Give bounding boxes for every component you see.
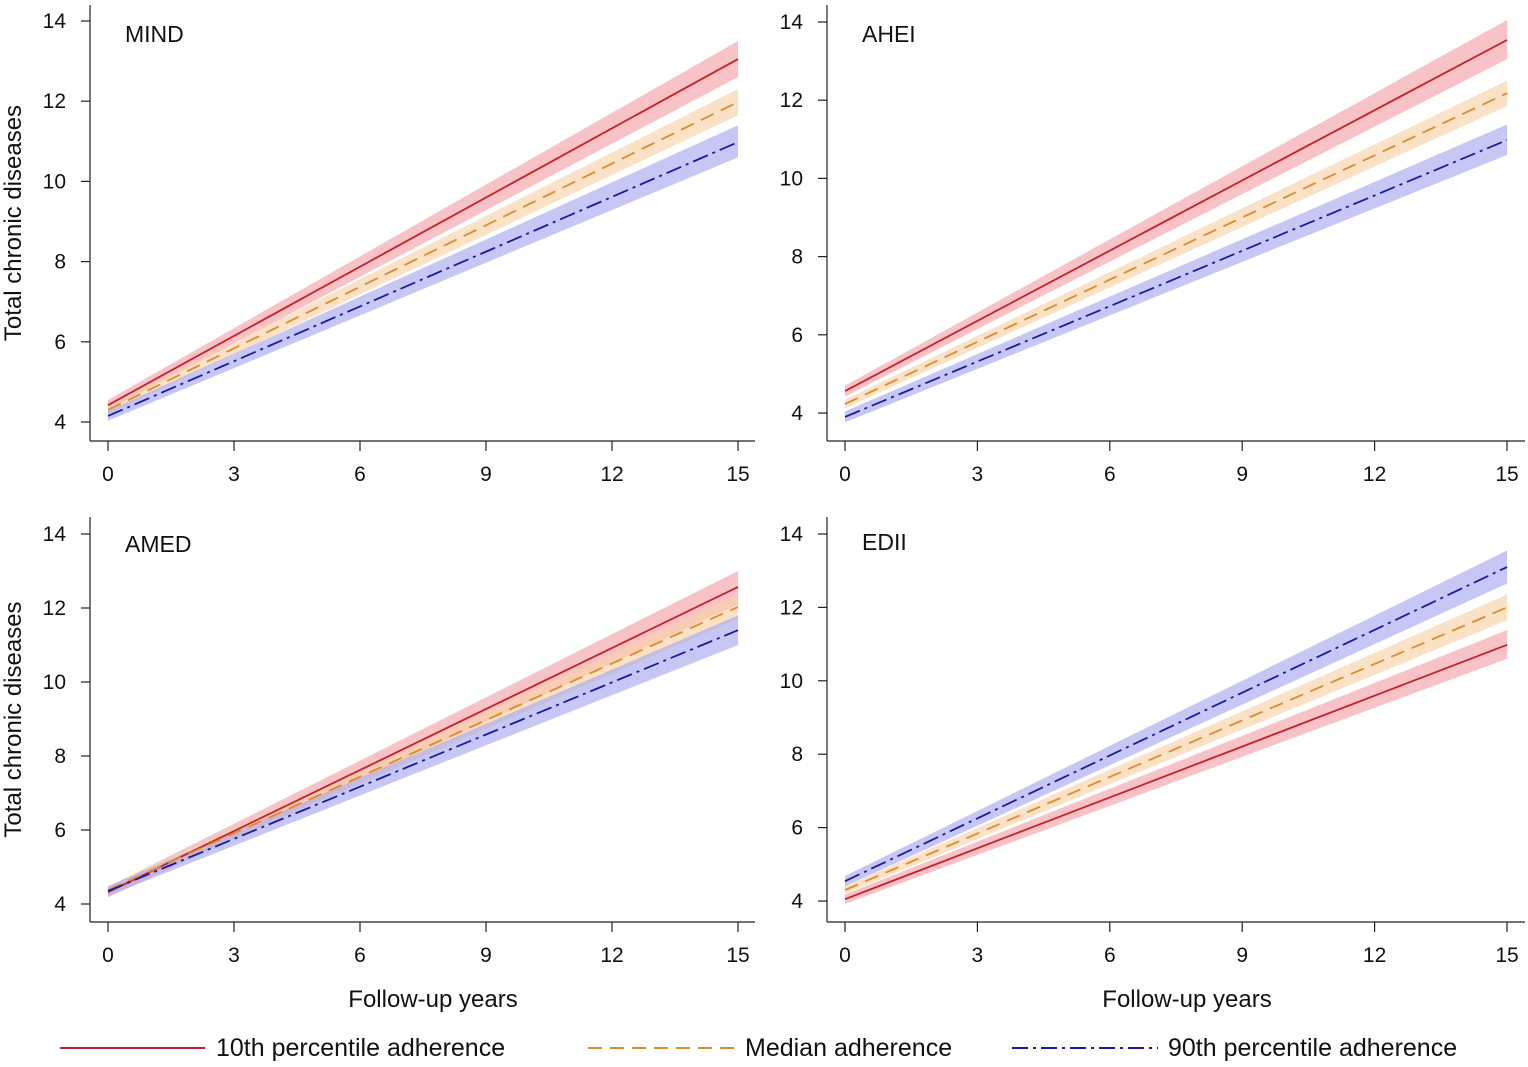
y-tick-label: 10: [43, 170, 66, 193]
series-line: [844, 139, 1508, 418]
panel-title: AHEI: [862, 21, 916, 47]
x-tick-label: 12: [600, 944, 623, 967]
x-tick-label: 0: [839, 463, 851, 486]
legend: 10th percentile adherence Median adherenc…: [60, 1034, 1457, 1062]
y-tick-label: 12: [780, 89, 803, 112]
legend-label: 10th percentile adherence: [216, 1034, 505, 1062]
legend-label: 90th percentile adherence: [1168, 1034, 1457, 1062]
y-tick-label: 6: [791, 324, 803, 347]
y-tick-label: 6: [54, 331, 66, 354]
ci-band: [108, 41, 738, 410]
y-tick-label: 4: [791, 890, 803, 913]
y-tick-label: 12: [43, 597, 66, 620]
y-tick-label: 12: [780, 596, 803, 619]
series-line: [844, 39, 1508, 392]
x-tick-label: 12: [1363, 463, 1386, 486]
x-tick-label: 9: [1236, 463, 1248, 486]
y-tick-label: 12: [43, 90, 66, 113]
ci-band: [845, 630, 1507, 904]
y-tick-label: 4: [54, 411, 66, 434]
x-tick-label: 12: [600, 463, 623, 486]
ci-band: [845, 20, 1507, 397]
y-tick-label: 10: [43, 671, 66, 694]
x-tick-label: 0: [839, 944, 851, 967]
y-tick-label: 8: [54, 745, 66, 768]
ci-band: [108, 615, 738, 896]
y-axis-label: Total chronic diseases: [0, 601, 27, 837]
panel-ahei: 4 6 8 10 12 14 0 3 6 9 12 15 AHEI: [780, 5, 1525, 486]
series-line: [844, 606, 1508, 891]
series-line: [844, 92, 1508, 405]
x-tick-label: 3: [228, 944, 240, 967]
series-line: [107, 58, 739, 406]
legend-label: Median adherence: [745, 1034, 952, 1062]
y-tick-label: 8: [54, 251, 66, 274]
x-tick-label: 15: [726, 944, 749, 967]
x-tick-label: 15: [1495, 463, 1518, 486]
y-tick-label: 14: [43, 523, 67, 546]
ci-band: [845, 124, 1507, 423]
panel-title: AMED: [125, 531, 191, 557]
x-tick-label: 6: [1104, 944, 1116, 967]
panel-amed: 4 6 8 10 12 14 0 3 6 9 12 15 AMED Total chronic disea…: [0, 517, 755, 1013]
panel-edii: 4 6 8 10 12 14 0 3 6 9 12 15 EDII Follow-up years: [780, 517, 1525, 1013]
panel-title: MIND: [125, 21, 184, 47]
ci-band: [108, 89, 738, 414]
ci-band: [845, 80, 1507, 409]
x-tick-label: 6: [1104, 463, 1116, 486]
x-tick-label: 3: [972, 463, 984, 486]
y-tick-label: 6: [791, 817, 803, 840]
series-line: [107, 606, 739, 891]
series-line: [107, 629, 739, 892]
x-tick-label: 12: [1363, 944, 1386, 967]
x-tick-label: 6: [354, 944, 366, 967]
x-tick-label: 15: [726, 463, 749, 486]
y-tick-label: 10: [780, 670, 803, 693]
y-tick-label: 4: [791, 402, 803, 425]
x-tick-label: 15: [1495, 944, 1518, 967]
y-axis-label: Total chronic diseases: [0, 105, 27, 341]
panel-mind: 4 6 8 10 12 14 0 3 6 9 12 15 MIND Total chronic disea…: [0, 5, 755, 486]
y-tick-label: 10: [780, 167, 803, 190]
x-tick-label: 6: [354, 463, 366, 486]
x-tick-label: 9: [480, 944, 492, 967]
ci-band: [845, 594, 1507, 894]
ci-band: [108, 125, 738, 421]
y-tick-label: 8: [791, 246, 803, 269]
y-tick-label: 14: [780, 11, 804, 34]
x-tick-label: 3: [972, 944, 984, 967]
x-tick-label: 0: [102, 944, 114, 967]
series-line: [107, 101, 739, 411]
x-axis-label: Follow-up years: [1102, 986, 1271, 1013]
y-tick-label: 14: [43, 10, 67, 33]
ci-band: [845, 550, 1507, 887]
series-line: [107, 586, 739, 893]
y-tick-label: 14: [780, 523, 804, 546]
series-line: [844, 566, 1508, 882]
y-tick-label: 8: [791, 743, 803, 766]
x-axis-label: Follow-up years: [348, 986, 517, 1013]
y-tick-label: 6: [54, 819, 66, 842]
panel-title: EDII: [862, 529, 907, 555]
x-tick-label: 9: [1236, 944, 1248, 967]
x-tick-label: 9: [480, 463, 492, 486]
series-line: [107, 141, 739, 417]
y-tick-label: 4: [54, 893, 66, 916]
x-tick-label: 3: [228, 463, 240, 486]
series-line: [844, 643, 1508, 901]
x-tick-label: 0: [102, 463, 114, 486]
